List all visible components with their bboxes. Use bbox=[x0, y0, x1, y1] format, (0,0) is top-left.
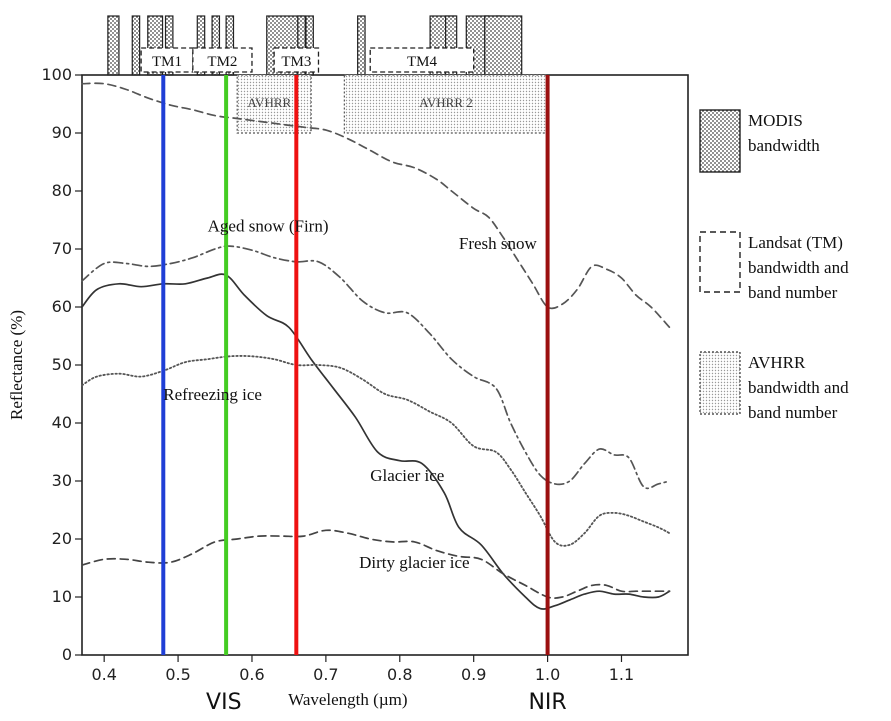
band-marker-lines bbox=[161, 75, 550, 655]
y-tick-label-20: 20 bbox=[52, 529, 72, 548]
legend-text-avhrr-1: AVHRR bbox=[748, 353, 806, 372]
region-label-nir: NIR bbox=[528, 690, 566, 715]
series-line-fresh-snow bbox=[81, 82, 671, 329]
modis-band-1 bbox=[107, 15, 120, 76]
legend-text-avhrr-2: bandwidth and bbox=[748, 378, 849, 397]
avhrr-band-2 bbox=[343, 74, 549, 134]
tm-band-box-4 bbox=[369, 47, 475, 73]
legend-text-landsat-3: band number bbox=[748, 283, 838, 302]
y-tick-label-40: 40 bbox=[52, 413, 72, 432]
curve-label-refreezing-ice: Refreezing ice bbox=[163, 385, 262, 404]
y-tick-label-90: 90 bbox=[52, 123, 72, 142]
x-tick-label-3: 0.7 bbox=[313, 665, 338, 684]
modis-band-2 bbox=[131, 15, 141, 76]
curve-label-aged-snow-firn: Aged snow (Firn) bbox=[208, 217, 329, 236]
y-tick-label-30: 30 bbox=[52, 471, 72, 490]
x-axis-label: Wavelength (µm) bbox=[288, 690, 407, 709]
legend: MODIS bandwidth Landsat (TM) bandwidth and b… bbox=[699, 109, 849, 422]
y-tick-label-50: 50 bbox=[52, 355, 72, 374]
region-label-vis: VIS bbox=[206, 690, 242, 715]
series-line-refreezing-ice bbox=[81, 355, 671, 547]
tm-band-label-1: TM1 bbox=[152, 54, 182, 70]
y-tick-label-80: 80 bbox=[52, 181, 72, 200]
series-line-aged-snow-firn bbox=[81, 245, 671, 490]
legend-swatch-avhrr bbox=[699, 351, 741, 415]
tm-band-box-2 bbox=[192, 47, 253, 73]
y-tick-label-60: 60 bbox=[52, 297, 72, 316]
x-tick-label-6: 1.0 bbox=[535, 665, 560, 684]
x-tick-label-0: 0.4 bbox=[91, 665, 116, 684]
tm-band-label-3: TM3 bbox=[281, 54, 311, 70]
modis-bands bbox=[107, 15, 523, 76]
modis-band-11 bbox=[357, 15, 366, 76]
curve-labels: Fresh snow Aged snow (Firn) Glacier ice Ref… bbox=[163, 217, 537, 572]
x-tick-label-4: 0.8 bbox=[387, 665, 412, 684]
tm-band-box-3 bbox=[273, 47, 320, 73]
y-tick-label-10: 10 bbox=[52, 587, 72, 606]
x-tick-label-1: 0.5 bbox=[165, 665, 190, 684]
y-axis-label: Reflectance (%) bbox=[7, 310, 26, 420]
legend-swatch-modis bbox=[699, 109, 741, 173]
legend-swatch-landsat bbox=[699, 231, 741, 293]
spectral-curves bbox=[81, 82, 671, 610]
curve-label-dirty-glacier-ice: Dirty glacier ice bbox=[359, 553, 469, 572]
series-line-dirty-glacier-ice bbox=[81, 529, 671, 599]
axes: 0 10 20 30 40 50 60 70 80 90 100 0.4 0.5 0.6 0.7 0.8 0.9… bbox=[7, 65, 634, 715]
legend-text-landsat-1: Landsat (TM) bbox=[748, 233, 843, 252]
curve-label-glacier-ice: Glacier ice bbox=[370, 466, 444, 485]
y-tick-label-100: 100 bbox=[41, 65, 72, 84]
legend-text-landsat-2: bandwidth and bbox=[748, 258, 849, 277]
modis-band-17 bbox=[484, 15, 523, 76]
curve-label-fresh-snow: Fresh snow bbox=[459, 234, 538, 253]
y-tick-label-0: 0 bbox=[62, 645, 72, 664]
series-line-glacier-ice bbox=[81, 273, 671, 610]
y-tick-label-70: 70 bbox=[52, 239, 72, 258]
landsat-tm-bands: TM1 TM2 TM3 TM4 bbox=[140, 47, 475, 73]
avhrr-band-label-2: AVHRR 2 bbox=[419, 95, 473, 110]
tm-band-label-4: TM4 bbox=[407, 54, 438, 70]
x-tick-label-7: 1.1 bbox=[609, 665, 634, 684]
x-tick-label-5: 0.9 bbox=[461, 665, 486, 684]
avhrr-band-label-1: AVHRR 1 bbox=[247, 95, 301, 110]
legend-text-modis-1: MODIS bbox=[748, 111, 803, 130]
legend-text-avhrr-3: band number bbox=[748, 403, 838, 422]
tm-band-label-2: TM2 bbox=[207, 54, 237, 70]
avhrr-bands: AVHRR 1 AVHRR 2 bbox=[236, 74, 549, 134]
tm-band-box-1 bbox=[140, 47, 194, 73]
legend-text-modis-2: bandwidth bbox=[748, 136, 820, 155]
x-tick-label-2: 0.6 bbox=[239, 665, 264, 684]
